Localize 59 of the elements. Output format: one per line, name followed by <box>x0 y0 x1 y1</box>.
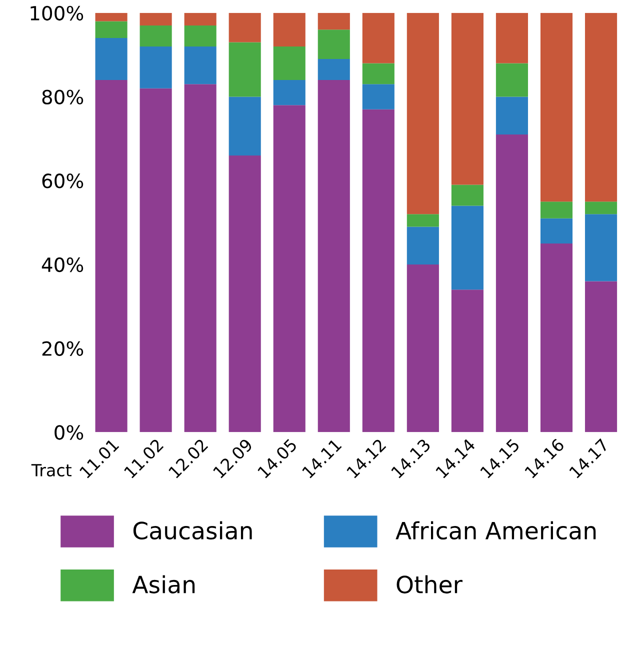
y-tick-label: 80% <box>42 90 84 104</box>
bar <box>540 243 573 432</box>
bar <box>228 155 261 432</box>
bar <box>273 80 306 106</box>
bar <box>496 96 528 134</box>
bar <box>228 96 261 156</box>
legend-label: Asian <box>132 575 195 594</box>
bar <box>451 184 484 206</box>
y-tick-label: 100% <box>30 6 84 21</box>
bar <box>540 12 573 202</box>
bar <box>273 46 306 80</box>
bar <box>140 25 172 46</box>
bar <box>184 84 216 432</box>
bar <box>406 264 439 432</box>
bar <box>140 12 172 26</box>
bar <box>228 42 261 97</box>
bar <box>406 226 439 264</box>
bar <box>584 281 618 432</box>
bar <box>496 63 528 97</box>
bar <box>451 290 484 432</box>
bar <box>184 25 216 46</box>
bar <box>362 63 394 84</box>
bar <box>273 12 306 46</box>
bar <box>95 12 128 22</box>
legend-label: African American <box>396 521 596 540</box>
bar <box>318 80 350 432</box>
bar <box>95 38 128 80</box>
x-axis-title: Tract <box>31 464 72 476</box>
y-tick-label: 60% <box>42 174 84 188</box>
bar <box>406 12 439 214</box>
bar <box>451 12 484 185</box>
bar <box>95 80 128 432</box>
bar <box>95 21 128 38</box>
bar <box>318 12 350 30</box>
bar <box>362 109 394 432</box>
bar <box>362 84 394 110</box>
bar <box>273 105 306 432</box>
bar <box>584 12 618 202</box>
bar <box>496 134 528 432</box>
bar <box>318 59 350 80</box>
bar <box>184 12 216 26</box>
bar <box>228 12 261 42</box>
y-tick-label: 0% <box>54 425 84 440</box>
bar <box>318 30 350 60</box>
bar <box>451 206 484 290</box>
bar <box>540 218 573 244</box>
bar <box>184 46 216 84</box>
legend-label: Caucasian <box>133 521 252 540</box>
bar <box>584 202 618 214</box>
bar <box>584 214 618 282</box>
bar <box>362 12 394 64</box>
bar <box>406 214 439 227</box>
legend-label: Other <box>396 575 462 594</box>
bar <box>140 88 172 432</box>
bar <box>496 12 528 64</box>
bar <box>140 46 172 88</box>
y-tick-label: 40% <box>42 257 84 272</box>
bar <box>540 202 573 218</box>
y-tick-label: 20% <box>42 341 84 356</box>
